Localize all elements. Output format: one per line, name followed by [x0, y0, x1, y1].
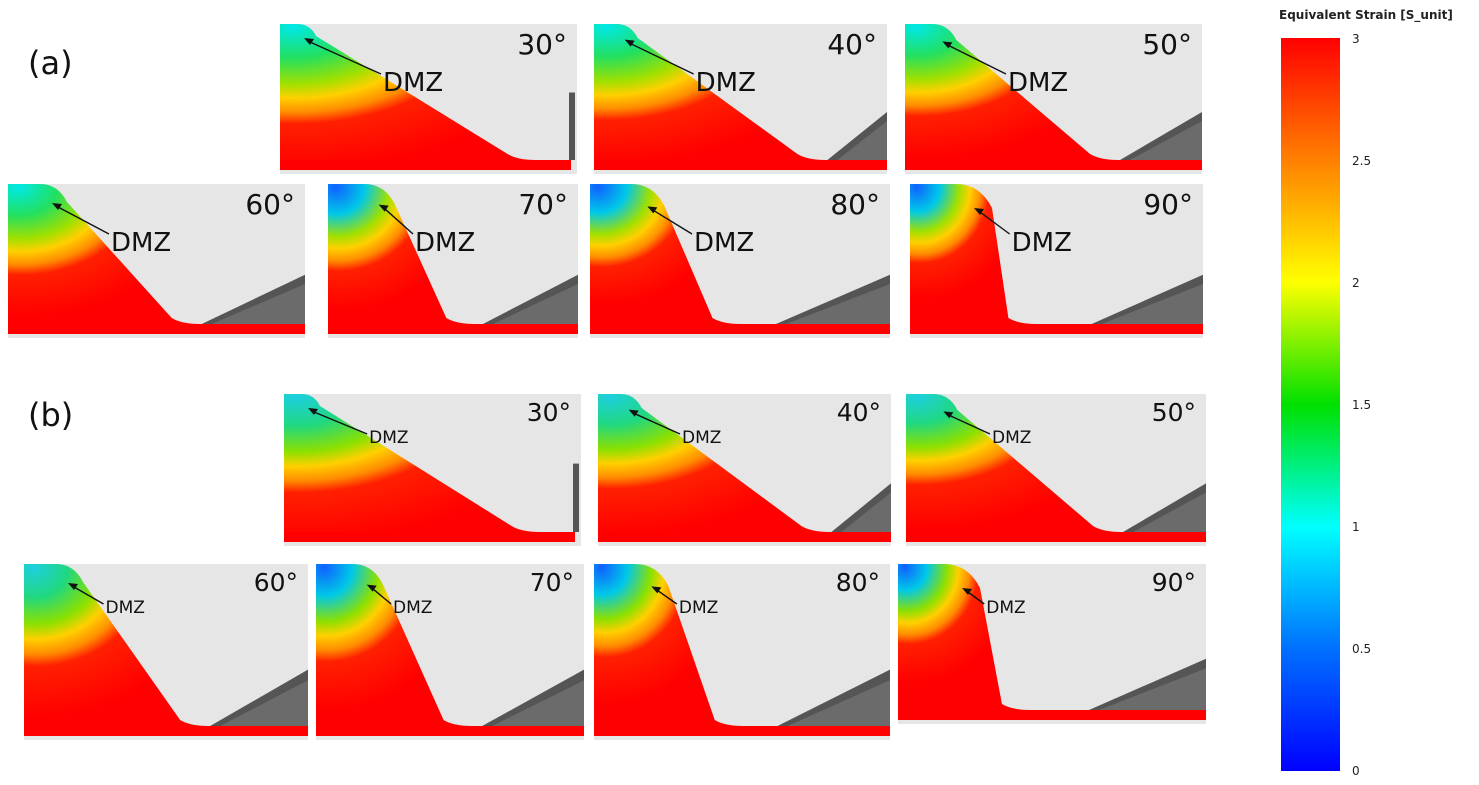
colorbar: [1281, 38, 1340, 771]
angle-label: 80°: [835, 568, 880, 597]
dmz-label: DMZ: [1011, 228, 1072, 258]
dmz-label: DMZ: [1007, 68, 1069, 98]
strain-panel: 70° DMZ: [316, 564, 584, 740]
strain-panel: 70° DMZ: [328, 184, 578, 338]
strain-panel: 80° DMZ: [594, 564, 890, 740]
angle-label: 50°: [1142, 28, 1192, 61]
angle-label: 60°: [245, 188, 295, 221]
angle-label: 80°: [830, 188, 880, 221]
colorbar-tick: 1.5: [1352, 398, 1372, 412]
dmz-label: DMZ: [105, 598, 145, 618]
strain-panel: 30° DMZ: [284, 394, 581, 546]
strain-panel: 80° DMZ: [590, 184, 890, 338]
section-label-a: (a): [28, 44, 73, 82]
colorbar-title: Equivalent Strain [S_unit]: [1279, 8, 1453, 22]
colorbar-tick: 3: [1352, 32, 1360, 46]
angle-label: 40°: [827, 28, 877, 61]
strain-panel: 40° DMZ: [598, 394, 891, 546]
dmz-label: DMZ: [393, 598, 433, 618]
angle-label: 30°: [526, 398, 571, 427]
strain-panel: 50° DMZ: [906, 394, 1206, 546]
strain-panel: 30° DMZ: [280, 24, 577, 174]
dmz-label: DMZ: [382, 68, 444, 98]
angle-label: 30°: [517, 28, 567, 61]
angle-label: 90°: [1143, 188, 1193, 221]
dmz-label: DMZ: [986, 598, 1026, 618]
dmz-label: DMZ: [415, 228, 476, 258]
colorbar-tick: 0.5: [1352, 642, 1372, 656]
angle-label: 40°: [836, 398, 881, 427]
dmz-label: DMZ: [369, 428, 409, 448]
strain-panel: 90° DMZ: [910, 184, 1203, 338]
dmz-label: DMZ: [992, 428, 1032, 448]
strain-panel: 50° DMZ: [905, 24, 1202, 174]
angle-label: 50°: [1151, 398, 1196, 427]
strain-panel: 60° DMZ: [8, 184, 305, 338]
strain-panel: 90° DMZ: [898, 564, 1206, 724]
angle-label: 60°: [253, 568, 298, 597]
colorbar-tick: 0: [1352, 764, 1360, 778]
dmz-label: DMZ: [694, 228, 755, 258]
angle-label: 70°: [529, 568, 574, 597]
section-label-b: (b): [28, 396, 74, 434]
dmz-label: DMZ: [678, 598, 719, 618]
angle-label: 90°: [1151, 568, 1196, 597]
colorbar-tick: 2.5: [1352, 154, 1372, 168]
strain-panel: 40° DMZ: [594, 24, 887, 174]
strain-panel: 60° DMZ: [24, 564, 308, 740]
dmz-label: DMZ: [110, 228, 172, 258]
colorbar-tick: 1: [1352, 520, 1360, 534]
angle-label: 70°: [518, 188, 568, 221]
colorbar-tick: 2: [1352, 276, 1360, 290]
dmz-label: DMZ: [682, 428, 722, 448]
dmz-label: DMZ: [695, 68, 756, 98]
